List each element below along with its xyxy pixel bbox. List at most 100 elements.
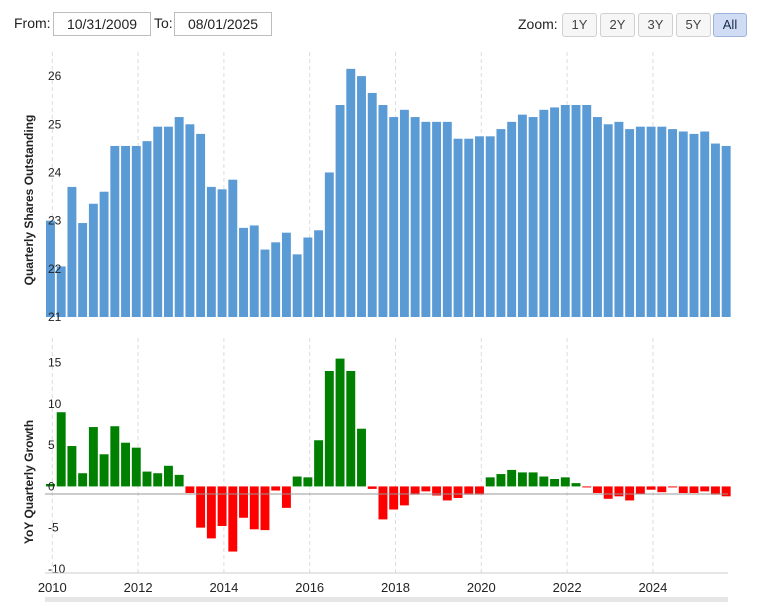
- growth-bar[interactable]: [421, 486, 431, 492]
- growth-bar[interactable]: [614, 486, 624, 497]
- shares-bar[interactable]: [153, 126, 163, 317]
- shares-bar[interactable]: [496, 129, 506, 317]
- growth-bar[interactable]: [110, 426, 120, 487]
- shares-bar[interactable]: [142, 141, 152, 317]
- shares-bar[interactable]: [174, 117, 184, 317]
- growth-bar[interactable]: [582, 486, 592, 488]
- shares-bar[interactable]: [206, 186, 216, 317]
- shares-bar[interactable]: [560, 105, 570, 317]
- growth-bar[interactable]: [174, 474, 184, 487]
- growth-bar[interactable]: [485, 477, 495, 487]
- growth-bar[interactable]: [389, 486, 399, 510]
- shares-bar[interactable]: [485, 136, 495, 317]
- shares-bar[interactable]: [625, 129, 635, 317]
- growth-bar[interactable]: [625, 486, 635, 501]
- growth-bar[interactable]: [464, 486, 474, 495]
- zoom-5y-button[interactable]: 5Y: [676, 13, 711, 37]
- shares-bar[interactable]: [78, 223, 88, 317]
- shares-bar[interactable]: [721, 145, 731, 317]
- shares-bar[interactable]: [271, 242, 281, 317]
- shares-bar[interactable]: [228, 179, 238, 317]
- growth-bar[interactable]: [560, 477, 570, 487]
- growth-bar[interactable]: [99, 454, 109, 487]
- growth-bar[interactable]: [88, 427, 98, 487]
- growth-bar[interactable]: [550, 479, 560, 487]
- shares-bar[interactable]: [668, 129, 678, 317]
- shares-bar[interactable]: [657, 126, 667, 317]
- shares-bar[interactable]: [517, 114, 527, 318]
- growth-bar[interactable]: [453, 486, 463, 498]
- shares-bar[interactable]: [475, 136, 484, 317]
- shares-bar[interactable]: [550, 107, 560, 317]
- growth-bar[interactable]: [56, 412, 66, 487]
- growth-bar[interactable]: [357, 428, 366, 487]
- growth-bar[interactable]: [432, 486, 442, 496]
- shares-bar[interactable]: [303, 237, 313, 318]
- shares-bar[interactable]: [110, 145, 120, 317]
- growth-bar[interactable]: [571, 483, 581, 487]
- growth-bar[interactable]: [442, 486, 452, 501]
- growth-bar[interactable]: [67, 446, 77, 487]
- shares-bar[interactable]: [593, 117, 602, 317]
- zoom-all-button[interactable]: All: [713, 13, 747, 37]
- growth-bar[interactable]: [657, 486, 667, 493]
- shares-bar[interactable]: [346, 68, 356, 317]
- shares-bar[interactable]: [603, 124, 613, 317]
- shares-bar[interactable]: [539, 109, 549, 318]
- growth-bar[interactable]: [217, 486, 227, 526]
- growth-bar[interactable]: [593, 486, 602, 494]
- growth-bar[interactable]: [292, 476, 302, 487]
- growth-bar[interactable]: [324, 370, 334, 487]
- shares-bar[interactable]: [335, 105, 345, 317]
- shares-bar[interactable]: [528, 117, 538, 317]
- zoom-1y-button[interactable]: 1Y: [562, 13, 597, 37]
- shares-bar[interactable]: [614, 121, 624, 317]
- growth-bar[interactable]: [121, 442, 131, 487]
- navigator-bar[interactable]: [45, 597, 728, 602]
- growth-bar[interactable]: [196, 486, 206, 528]
- growth-bar[interactable]: [46, 483, 55, 487]
- growth-bar[interactable]: [249, 486, 259, 530]
- shares-bar[interactable]: [507, 121, 517, 317]
- shares-bar[interactable]: [582, 105, 592, 317]
- growth-bar[interactable]: [378, 486, 388, 520]
- growth-bar[interactable]: [206, 486, 216, 539]
- shares-bar[interactable]: [410, 117, 420, 317]
- growth-bar[interactable]: [700, 486, 710, 492]
- shares-bar[interactable]: [239, 227, 248, 317]
- shares-bar[interactable]: [99, 191, 109, 317]
- growth-bar[interactable]: [367, 486, 377, 489]
- growth-bar[interactable]: [668, 486, 678, 488]
- growth-bar[interactable]: [528, 472, 538, 487]
- shares-bar[interactable]: [357, 76, 366, 317]
- shares-bar[interactable]: [88, 203, 98, 317]
- shares-bar[interactable]: [281, 232, 291, 317]
- growth-bar[interactable]: [517, 472, 527, 487]
- growth-bar[interactable]: [303, 477, 313, 487]
- growth-bar[interactable]: [78, 473, 88, 487]
- zoom-3y-button[interactable]: 3Y: [638, 13, 673, 37]
- growth-bar[interactable]: [142, 471, 152, 487]
- shares-bar[interactable]: [710, 143, 720, 317]
- shares-bar[interactable]: [421, 121, 431, 317]
- growth-bar[interactable]: [239, 486, 248, 518]
- shares-bar[interactable]: [367, 92, 377, 317]
- shares-bar[interactable]: [196, 133, 206, 317]
- shares-bar[interactable]: [678, 131, 688, 318]
- shares-bar[interactable]: [700, 131, 710, 318]
- shares-bar[interactable]: [292, 254, 302, 317]
- growth-bar[interactable]: [678, 486, 688, 494]
- shares-bar[interactable]: [378, 105, 388, 317]
- shares-bar[interactable]: [635, 126, 645, 317]
- shares-bar[interactable]: [646, 126, 656, 317]
- growth-bar[interactable]: [689, 486, 699, 494]
- from-date-input[interactable]: 10/31/2009: [53, 12, 151, 36]
- growth-bar[interactable]: [410, 486, 420, 495]
- shares-bar[interactable]: [442, 121, 452, 317]
- growth-bar[interactable]: [228, 486, 238, 552]
- shares-bar[interactable]: [432, 121, 442, 317]
- shares-bar[interactable]: [67, 186, 77, 317]
- shares-bar[interactable]: [185, 124, 195, 317]
- growth-bar[interactable]: [281, 486, 291, 508]
- shares-bar[interactable]: [46, 220, 55, 317]
